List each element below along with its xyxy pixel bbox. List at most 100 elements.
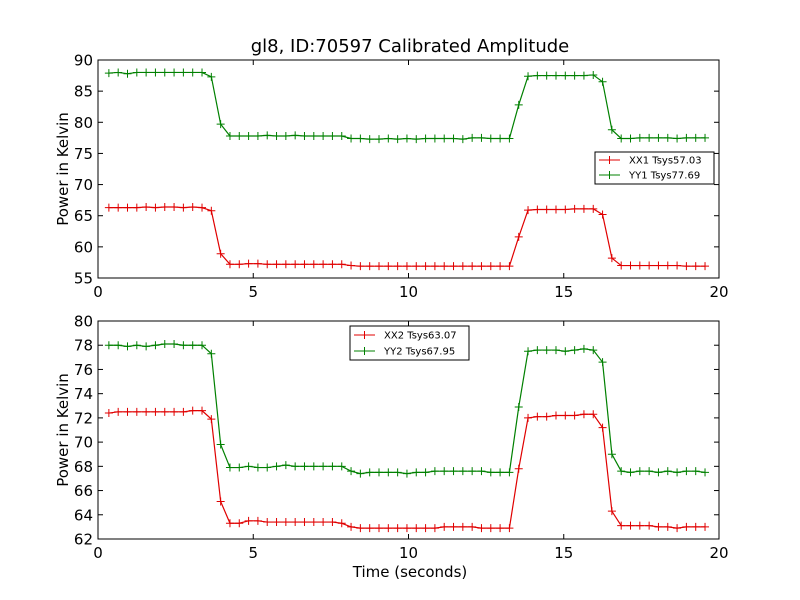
y-tick-label-top: 60 bbox=[74, 238, 93, 256]
data-point-yy1 bbox=[365, 135, 374, 144]
legend-bottom: XX2 Tsys63.07 YY2 Tsys67.95 bbox=[349, 325, 470, 361]
data-point-yy1 bbox=[645, 133, 654, 142]
data-point-yy1 bbox=[607, 125, 616, 134]
data-point-xx2 bbox=[440, 522, 449, 531]
data-point-xx1 bbox=[160, 202, 169, 211]
data-point-yy2 bbox=[449, 467, 458, 476]
data-point-xx1 bbox=[281, 260, 290, 269]
data-point-yy2 bbox=[691, 467, 700, 476]
data-point-yy1 bbox=[253, 131, 262, 140]
data-point-xx2 bbox=[635, 521, 644, 530]
data-point-xx2 bbox=[123, 407, 132, 416]
data-point-xx2 bbox=[691, 522, 700, 531]
data-point-xx1 bbox=[449, 262, 458, 271]
data-point-yy2 bbox=[589, 346, 598, 355]
data-point-xx2 bbox=[263, 518, 272, 527]
data-point-yy2 bbox=[430, 467, 439, 476]
data-point-xx1 bbox=[347, 261, 356, 270]
data-point-xx2 bbox=[300, 518, 309, 527]
data-point-xx1 bbox=[123, 203, 132, 212]
data-point-xx1 bbox=[253, 259, 262, 268]
data-point-yy2 bbox=[645, 467, 654, 476]
data-point-xx2 bbox=[104, 409, 113, 418]
data-point-yy1 bbox=[114, 68, 123, 77]
data-point-xx2 bbox=[170, 407, 179, 416]
x-axis-label: Time (seconds) bbox=[352, 563, 468, 581]
data-point-xx2 bbox=[533, 412, 542, 421]
data-point-xx1 bbox=[170, 202, 179, 211]
data-point-yy2 bbox=[421, 468, 430, 477]
data-point-yy1 bbox=[309, 131, 318, 140]
data-point-yy1 bbox=[170, 68, 179, 77]
data-point-yy2 bbox=[365, 468, 374, 477]
plot-area-bottom bbox=[97, 320, 720, 540]
data-point-yy1 bbox=[468, 133, 477, 142]
data-point-xx1 bbox=[635, 261, 644, 270]
subplot-bottom: Power in Kelvin Time (seconds) 0 5 10 15 20 6… bbox=[54, 313, 729, 582]
data-point-xx1 bbox=[244, 259, 253, 268]
data-point-xx1 bbox=[468, 262, 477, 271]
data-point-xx1 bbox=[114, 203, 123, 212]
data-point-xx1 bbox=[663, 261, 672, 270]
data-point-yy1 bbox=[384, 134, 393, 143]
data-point-xx2 bbox=[542, 412, 551, 421]
data-point-xx1 bbox=[402, 262, 411, 271]
data-point-xx2 bbox=[319, 518, 328, 527]
data-point-yy2 bbox=[551, 346, 560, 355]
data-point-yy1 bbox=[207, 72, 216, 81]
data-point-xx2 bbox=[114, 407, 123, 416]
data-point-yy2 bbox=[654, 468, 663, 477]
data-point-yy1 bbox=[319, 131, 328, 140]
data-point-yy2 bbox=[179, 341, 188, 350]
data-point-yy2 bbox=[235, 463, 244, 472]
data-point-yy2 bbox=[216, 440, 225, 449]
y-tick-label-bottom: 70 bbox=[74, 434, 93, 452]
data-point-xx1 bbox=[142, 202, 151, 211]
data-point-xx1 bbox=[412, 262, 421, 271]
data-point-yy1 bbox=[654, 133, 663, 142]
data-point-xx2 bbox=[496, 524, 505, 533]
tick-layer-bottom: 0 5 10 15 20 62 64 66 68 70 72 74 76 78 80 bbox=[74, 313, 729, 563]
data-point-xx2 bbox=[486, 524, 495, 533]
data-point-xx2 bbox=[402, 524, 411, 533]
data-point-yy2 bbox=[319, 462, 328, 471]
legend-label-yy1: YY1 Tsys77.69 bbox=[628, 171, 700, 182]
data-point-xx2 bbox=[505, 524, 514, 533]
y-tick-label-top: 75 bbox=[74, 145, 93, 163]
data-point-yy1 bbox=[300, 131, 309, 140]
data-point-xx2 bbox=[216, 497, 225, 506]
data-point-yy1 bbox=[496, 134, 505, 143]
data-point-xx1 bbox=[337, 260, 346, 269]
data-point-yy2 bbox=[170, 340, 179, 349]
data-point-yy2 bbox=[300, 462, 309, 471]
data-point-yy1 bbox=[412, 135, 421, 144]
data-point-xx1 bbox=[496, 262, 505, 271]
data-point-xx2 bbox=[132, 407, 141, 416]
data-point-xx1 bbox=[486, 262, 495, 271]
data-point-yy2 bbox=[673, 468, 682, 477]
data-point-yy1 bbox=[347, 134, 356, 143]
data-point-yy2 bbox=[468, 467, 477, 476]
data-point-yy2 bbox=[496, 468, 505, 477]
y-tick-label-bottom: 66 bbox=[74, 482, 93, 500]
x-tick-label-top: 10 bbox=[399, 283, 418, 301]
data-point-yy2 bbox=[477, 467, 486, 476]
data-point-xx1 bbox=[188, 202, 197, 211]
data-point-xx1 bbox=[654, 261, 663, 270]
x-tick-label-top: 20 bbox=[709, 283, 728, 301]
data-point-yy1 bbox=[514, 100, 523, 109]
data-point-yy2 bbox=[356, 469, 365, 478]
data-point-xx2 bbox=[701, 522, 710, 531]
data-point-xx1 bbox=[263, 260, 272, 269]
x-tick-label-bottom: 20 bbox=[709, 544, 728, 562]
data-point-xx2 bbox=[393, 524, 402, 533]
data-point-yy1 bbox=[356, 134, 365, 143]
x-tick-label-bottom: 15 bbox=[554, 544, 573, 562]
y-tick-label-bottom: 64 bbox=[74, 506, 93, 524]
data-point-xx2 bbox=[673, 524, 682, 533]
data-point-yy2 bbox=[701, 468, 710, 477]
data-point-yy2 bbox=[104, 341, 113, 350]
data-point-xx2 bbox=[384, 524, 393, 533]
data-point-yy1 bbox=[123, 69, 132, 78]
data-point-yy1 bbox=[235, 131, 244, 140]
